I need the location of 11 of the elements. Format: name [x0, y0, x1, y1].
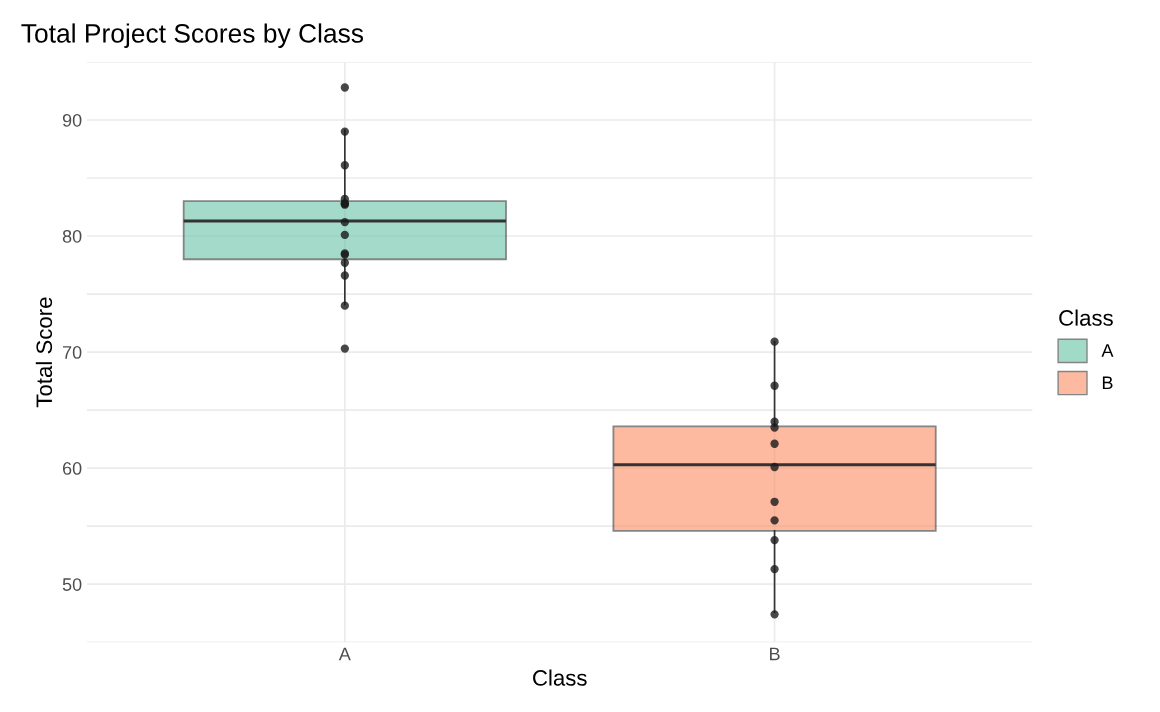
x-axis-title: Class	[1059, 309, 1113, 326]
y-axis-title: Total Score	[35, 297, 53, 408]
legend-label: A	[1101, 344, 1114, 357]
y-tick-label: 90	[62, 113, 82, 127]
y-tick-label: 80	[62, 229, 82, 243]
y-tick-label: 60	[62, 462, 82, 475]
y-tick-label: 70	[62, 346, 82, 359]
legend-label: B	[1102, 376, 1113, 389]
chart-title: Total Project Scores by Class	[21, 23, 364, 48]
y-tick-label: 50	[62, 578, 82, 591]
legend-title: Class	[533, 669, 587, 686]
